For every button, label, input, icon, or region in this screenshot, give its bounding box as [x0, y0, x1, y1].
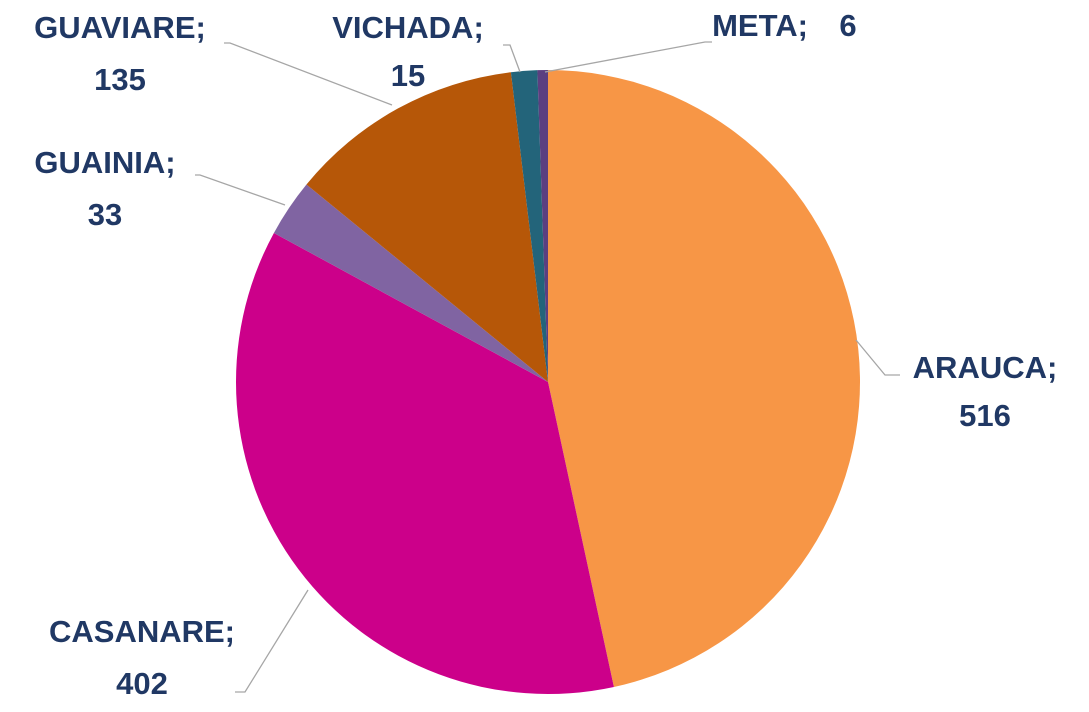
leader-line	[195, 174, 286, 206]
slice-label-value: 402	[116, 666, 168, 701]
leader-line	[235, 589, 309, 693]
pie-slice	[306, 72, 548, 382]
slice-label-value: 516	[959, 398, 1011, 433]
slice-label-value: 135	[94, 62, 146, 97]
leader-line	[503, 44, 521, 73]
slice-label-name: GUAINIA;	[34, 145, 175, 180]
leader-line	[855, 339, 900, 376]
pie-slice	[273, 184, 548, 382]
slice-label-name: VICHADA;	[332, 10, 484, 45]
pie-slice	[548, 70, 860, 687]
leader-line	[224, 42, 393, 106]
slice-label-name: META;	[712, 8, 808, 43]
pie-slice	[236, 232, 614, 694]
pie-slice	[510, 70, 548, 382]
slice-label-value: 6	[839, 8, 856, 43]
slice-label-name: CASANARE;	[49, 614, 235, 649]
slice-label-value: 33	[88, 197, 122, 232]
pie-slice	[537, 70, 548, 382]
slice-label-name: ARAUCA;	[913, 350, 1058, 385]
slice-label-value: 15	[391, 58, 425, 93]
slice-label-name: GUAVIARE;	[34, 10, 206, 45]
leader-line	[544, 41, 712, 73]
